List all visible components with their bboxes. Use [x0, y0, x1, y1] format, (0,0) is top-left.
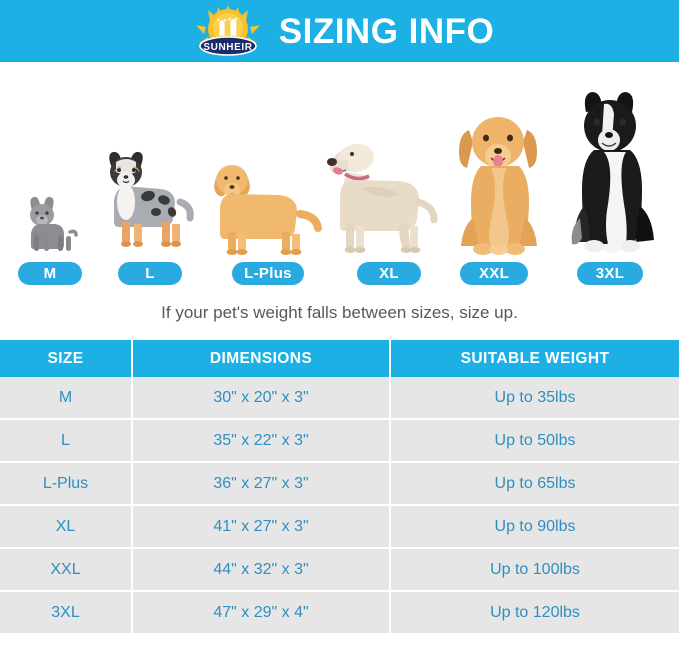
- dog-illustration-xl: [318, 136, 442, 258]
- size-badge-row: M L L-Plus XL XXL 3XL: [0, 258, 679, 294]
- dog-illustration-3xl: [560, 90, 672, 258]
- cell-size: L: [0, 419, 133, 463]
- page-header: SUNHEIR SIZING INFO: [0, 0, 679, 62]
- cell-weight: Up to 35lbs: [390, 377, 679, 420]
- dog-illustration-l: [96, 146, 204, 258]
- table-row: 3XL 47" x 29" x 4" Up to 120lbs: [0, 591, 679, 633]
- logo-wordmark: SUNHEIR: [203, 42, 252, 53]
- cell-weight: Up to 90lbs: [390, 505, 679, 549]
- page-title: SIZING INFO: [278, 11, 495, 51]
- dog-size-illustrations: [0, 62, 679, 258]
- table-row: L-Plus 36" x 27" x 3" Up to 65lbs: [0, 462, 679, 506]
- table-row: M 30" x 20" x 3" Up to 35lbs: [0, 377, 679, 420]
- cell-dimensions: 41" x 27" x 3": [132, 505, 391, 549]
- cell-size: M: [0, 377, 133, 420]
- size-badge-l-plus[interactable]: L-Plus: [232, 262, 304, 285]
- cell-size: XL: [0, 505, 133, 549]
- cell-size: L-Plus: [0, 462, 133, 506]
- column-header-size: SIZE: [0, 340, 133, 377]
- cell-dimensions: 30" x 20" x 3": [132, 377, 391, 420]
- table-row: XXL 44" x 32" x 3" Up to 100lbs: [0, 548, 679, 592]
- size-badge-l[interactable]: L: [118, 262, 182, 285]
- cell-size: 3XL: [0, 591, 133, 633]
- column-header-weight: SUITABLE WEIGHT: [390, 340, 679, 377]
- column-header-dimensions: DIMENSIONS: [132, 340, 391, 377]
- size-badge-xxl[interactable]: XXL: [460, 262, 528, 285]
- size-badge-m[interactable]: M: [18, 262, 82, 285]
- table-header-row: SIZE DIMENSIONS SUITABLE WEIGHT: [0, 340, 679, 377]
- size-badge-3xl[interactable]: 3XL: [577, 262, 643, 285]
- sunheir-sun-dogs-logo: SUNHEIR: [191, 5, 265, 57]
- cell-weight: Up to 50lbs: [390, 419, 679, 463]
- sizing-caption: If your pet's weight falls between sizes…: [161, 303, 518, 322]
- cell-weight: Up to 100lbs: [390, 548, 679, 592]
- dog-illustration-xxl: [443, 106, 561, 258]
- cell-size: XXL: [0, 548, 133, 592]
- size-badge-xl[interactable]: XL: [357, 262, 421, 285]
- size-chart-table: SIZE DIMENSIONS SUITABLE WEIGHT M 30" x …: [0, 340, 679, 633]
- cell-dimensions: 35" x 22" x 3": [132, 419, 391, 463]
- dog-illustration-m: [10, 188, 90, 258]
- table-row: XL 41" x 27" x 3" Up to 90lbs: [0, 505, 679, 549]
- cell-weight: Up to 65lbs: [390, 462, 679, 506]
- dog-illustration-l-plus: [204, 150, 326, 258]
- cell-dimensions: 36" x 27" x 3": [132, 462, 391, 506]
- table-row: L 35" x 22" x 3" Up to 50lbs: [0, 419, 679, 463]
- cell-dimensions: 44" x 32" x 3": [132, 548, 391, 592]
- cell-weight: Up to 120lbs: [390, 591, 679, 633]
- cell-dimensions: 47" x 29" x 4": [132, 591, 391, 633]
